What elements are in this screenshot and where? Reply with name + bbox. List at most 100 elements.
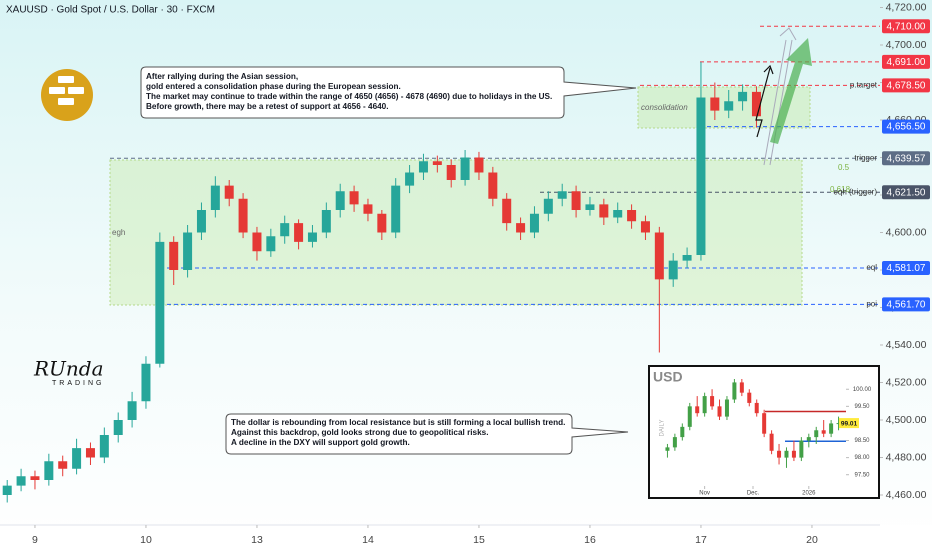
candle-body	[543, 198, 553, 214]
candle-body	[321, 210, 331, 233]
candle-body	[777, 450, 782, 458]
inset-price-tag	[839, 418, 859, 429]
candle-body	[724, 399, 729, 417]
candle-body	[516, 223, 526, 233]
candle-body	[474, 157, 484, 173]
candle-body	[571, 191, 581, 210]
price-tag-label: 4,678.50	[887, 80, 926, 91]
candle-body	[672, 437, 677, 448]
candle-body	[751, 91, 761, 117]
x-tick-label: 17	[695, 534, 707, 546]
bullish-arrow	[770, 38, 812, 144]
level-tag: eqh (trigger)	[833, 187, 877, 196]
candle-body	[141, 363, 151, 402]
price-tag-label: 4,656.50	[887, 122, 926, 133]
level-tag: eql	[866, 263, 877, 272]
inset-axis-label: DAILY	[660, 420, 666, 437]
candle-body	[599, 204, 609, 218]
marks: 4,460.00 4,480.00 4,500.00 4,520.00 4,540.00…	[2, 1, 930, 546]
candle-body	[829, 423, 834, 434]
candle-body	[695, 406, 700, 414]
note-line: The dollar is rebounding from local resi…	[231, 418, 565, 427]
price-tag-label: 4,710.00	[887, 21, 926, 32]
logo-badge	[41, 69, 93, 121]
zone-label: consolidation	[641, 103, 688, 112]
candle-body	[294, 223, 304, 242]
candle-body	[224, 185, 234, 199]
price-tag-label: 4,561.70	[887, 299, 926, 310]
candle-body	[266, 236, 276, 252]
note-line: The market may continue to trade within …	[146, 92, 552, 101]
candle-body	[814, 430, 819, 438]
price-tag	[882, 260, 930, 275]
level-tag: poi	[866, 299, 877, 308]
fib-label: 0.618	[830, 185, 851, 194]
price-tag	[882, 185, 930, 200]
note-line: Before growth, there may be a retest of …	[146, 102, 389, 111]
candle-body	[739, 382, 744, 393]
price-tag	[882, 297, 930, 312]
candle-body	[668, 260, 678, 280]
x-tick-label: 13	[251, 534, 263, 546]
price-tag-label: 4,621.50	[887, 187, 926, 198]
y-tick-label: 100.00	[853, 387, 872, 393]
price-tag	[882, 78, 930, 93]
candle-body	[710, 97, 720, 111]
price-tag-label: 4,581.07	[887, 263, 926, 274]
candle-body	[432, 161, 442, 165]
x-tick-label: 20	[806, 534, 818, 546]
zone-egh	[109, 159, 803, 306]
x-tick-label: 9	[32, 534, 38, 546]
candle-body	[113, 420, 123, 435]
candle-body	[640, 221, 650, 233]
candle-body	[585, 204, 595, 210]
candle-body	[791, 450, 796, 458]
y-tick-label: 4,460.00	[886, 489, 927, 501]
candle-body	[732, 382, 737, 400]
candle-body	[717, 406, 722, 417]
chart-title: XAUUSD · Gold Spot / U.S. Dollar · 30 · …	[6, 5, 215, 16]
candle-body	[806, 437, 811, 441]
candle-body	[762, 413, 767, 434]
candle-body	[155, 241, 165, 364]
candle-body	[127, 401, 137, 420]
logo-icon	[49, 76, 84, 105]
candle-body	[754, 402, 759, 414]
x-tick-label: Nov	[699, 491, 710, 497]
price-tag-label: 4,691.00	[887, 57, 926, 68]
projection-arrow-head	[779, 27, 797, 41]
candle-body	[724, 101, 734, 111]
y-tick-label: 4,700.00	[886, 39, 927, 51]
candle-body	[747, 392, 752, 403]
inset-title: USD	[653, 369, 683, 385]
y-tick-label: 97.50	[854, 472, 870, 478]
candle-body	[418, 161, 428, 173]
candle-body	[665, 447, 670, 451]
candle-body	[335, 191, 345, 210]
candle-body	[769, 433, 774, 451]
candle-body	[460, 157, 470, 180]
candle-body	[502, 198, 512, 224]
y-tick-label: 4,540.00	[886, 339, 927, 351]
note-line: After rallying during the Asian session,	[146, 72, 298, 81]
y-tick-label: 4,500.00	[886, 414, 927, 426]
note-line: A decline in the DXY will support gold g…	[231, 438, 410, 447]
candle-body	[99, 435, 109, 458]
candle-body	[680, 426, 685, 438]
y-tick-label: 98.50	[854, 438, 870, 444]
logo-subtext: TRADING	[52, 380, 105, 387]
note-line: gold entered a consolidation phase durin…	[146, 82, 401, 91]
callout	[140, 66, 637, 119]
candle-body	[377, 213, 387, 233]
candle-body	[784, 450, 789, 458]
price-tag-label: 4,639.57	[887, 153, 926, 164]
inset-marks: 100.00 99.50 98.50 98.00 97.50 Nov Dec. 2026 99.…	[665, 378, 872, 497]
candle-body	[307, 232, 317, 242]
candle-body	[405, 172, 415, 186]
y-tick-label: 4,600.00	[886, 226, 927, 238]
zone-label: egh	[112, 228, 125, 237]
candle-body	[836, 423, 841, 425]
price-tag	[882, 19, 930, 34]
candle-body	[252, 232, 262, 252]
price-tag	[882, 151, 930, 166]
